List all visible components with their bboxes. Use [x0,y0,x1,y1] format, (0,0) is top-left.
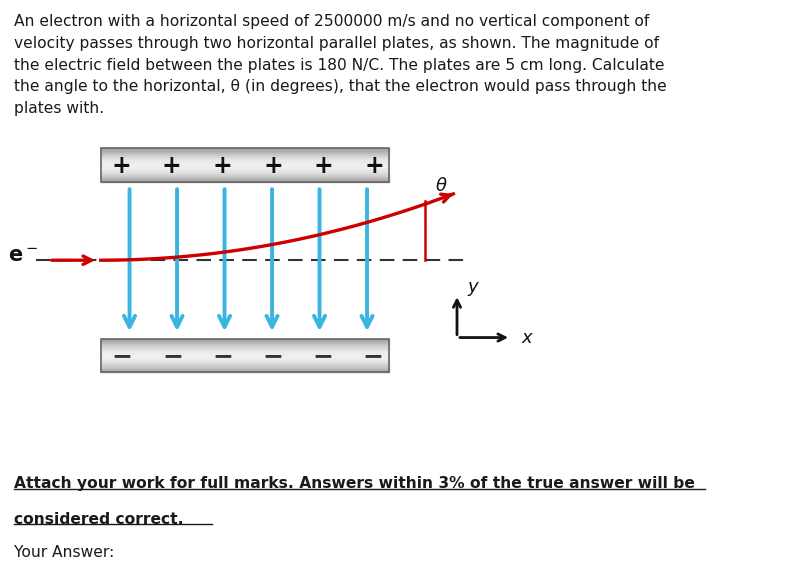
Bar [101,354,388,355]
Bar [101,347,388,349]
Bar [101,369,388,370]
Bar [101,346,388,347]
Bar [101,370,388,371]
Text: −: − [162,344,183,368]
Bar [101,160,388,162]
Text: −: − [262,344,283,368]
Bar [101,148,388,149]
Bar [101,152,388,153]
Bar [101,175,388,176]
Bar [101,353,388,354]
Text: +: + [365,153,384,178]
Bar [101,156,388,157]
Bar [101,179,388,181]
Text: considered correct.: considered correct. [14,512,184,527]
Bar [101,364,388,365]
Text: +: + [162,153,181,178]
Bar [101,339,388,372]
Bar [101,360,388,361]
Bar [101,159,388,160]
Bar [101,155,388,156]
Bar [101,361,388,362]
Bar [101,371,388,372]
Bar [101,365,388,366]
Bar [101,359,388,360]
Bar [101,165,388,166]
Bar [101,368,388,369]
Bar [101,181,388,182]
Bar [101,168,388,170]
Bar [101,350,388,351]
Bar [101,170,388,171]
Bar [101,176,388,177]
Text: +: + [314,153,334,178]
Bar [101,362,388,364]
Text: −: − [312,344,334,368]
Bar [101,173,388,174]
Bar [101,151,388,152]
Bar [101,357,388,358]
Text: $\theta$: $\theta$ [435,177,448,195]
Text: Attach your work for full marks. Answers within 3% of the true answer will be: Attach your work for full marks. Answers… [14,476,695,491]
Bar [101,351,388,352]
Text: +: + [111,153,131,178]
Bar [101,366,388,368]
Bar [101,339,388,340]
Bar [101,355,388,357]
Bar [101,162,388,163]
Bar [101,148,388,182]
Text: +: + [213,153,232,178]
Bar [101,154,388,155]
Bar [101,167,388,168]
Bar [101,342,388,343]
Bar [101,172,388,173]
Bar [101,343,388,344]
Bar [101,164,388,165]
Bar [101,166,388,167]
Bar [101,341,388,342]
Text: e$^-$: e$^-$ [8,246,38,265]
Bar [101,344,388,346]
Bar [101,358,388,359]
Bar [101,174,388,175]
Text: y: y [467,278,478,297]
Bar [101,349,388,350]
Bar [101,177,388,178]
Text: −: − [112,344,133,368]
Bar [101,352,388,353]
Text: x: x [521,328,532,347]
Text: An electron with a horizontal speed of 2500000 m/s and no vertical component of
: An electron with a horizontal speed of 2… [14,14,667,116]
Text: +: + [263,153,283,178]
Text: Your Answer:: Your Answer: [14,545,115,560]
Bar [101,340,388,341]
Text: −: − [362,344,384,368]
Bar [101,171,388,172]
Bar [101,149,388,151]
Bar [101,157,388,158]
Bar [101,158,388,159]
Bar [101,178,388,179]
Bar [101,153,388,154]
Text: −: − [212,344,233,368]
Bar [101,163,388,164]
